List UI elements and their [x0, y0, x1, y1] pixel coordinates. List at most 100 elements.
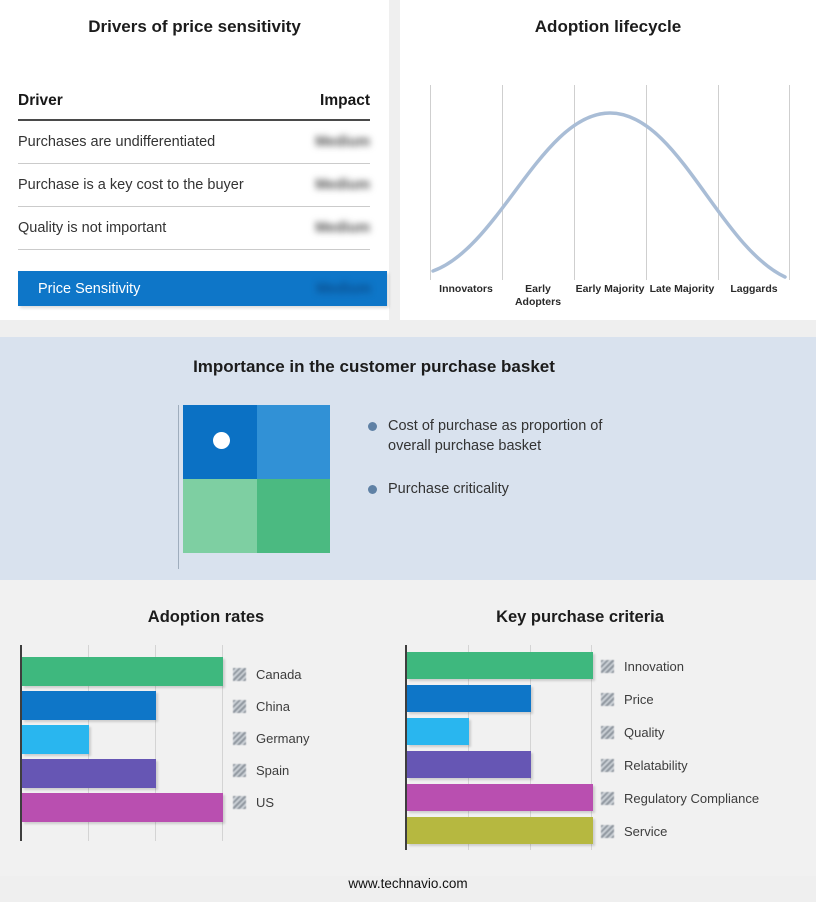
legend-item: US: [233, 786, 309, 818]
bar-innovation: [407, 652, 593, 679]
adoption-rates-plot: [20, 645, 223, 841]
bar-relatability: [407, 751, 531, 778]
table-row: Purchase is a key cost to the buyer Medi…: [18, 164, 370, 207]
price-sensitivity-label: Price Sensitivity: [38, 280, 141, 297]
gridline: [574, 85, 575, 280]
bar-service: [407, 817, 593, 844]
legend-item: Innovation: [601, 650, 759, 683]
legend-label: China: [256, 698, 290, 714]
lifecycle-chart: Innovators Early Adopters Early Majority…: [430, 85, 790, 310]
bullet-text: Purchase criticality: [388, 481, 509, 498]
legend-swatch-icon: [601, 693, 614, 706]
adoption-rates-legend: Canada China Germany Spain US: [233, 658, 309, 818]
basket-title: Importance in the customer purchase bask…: [193, 357, 555, 376]
bar-quality: [407, 718, 469, 745]
legend-label: Spain: [256, 762, 290, 778]
position-dot: [213, 432, 230, 449]
quadrant-top-left: [183, 405, 257, 479]
price-sensitivity-value-redacted: Medium: [316, 280, 371, 297]
legend-swatch-icon: [601, 660, 614, 673]
legend-label: Price: [624, 692, 654, 707]
bullet-text: Cost of purchase as proportion of overal…: [388, 418, 603, 454]
legend-swatch-icon: [601, 759, 614, 772]
gridline: [155, 645, 156, 841]
gridline: [222, 645, 223, 841]
table-row: Purchases are undifferentiated Medium: [18, 121, 370, 164]
column-header-impact: Impact: [320, 92, 370, 109]
legend-item: Quality: [601, 716, 759, 749]
legend-swatch-icon: [601, 825, 614, 838]
legend-item: Canada: [233, 658, 309, 690]
legend-swatch-icon: [601, 792, 614, 805]
legend-item: Service: [601, 815, 759, 848]
key-criteria-plot: [405, 645, 593, 850]
legend-label: Regulatory Compliance: [624, 791, 760, 806]
bar-us: [22, 793, 223, 822]
gridline: [718, 85, 719, 280]
lifecycle-panel: Adoption lifecycle Innovators Early Adop…: [400, 0, 816, 320]
quadrant-top-right: [256, 405, 330, 479]
legend-item: Relatability: [601, 749, 759, 782]
impact-value-redacted: Medium: [315, 134, 370, 150]
stage-label: Early Majority: [575, 283, 645, 295]
lifecycle-curve: [431, 111, 787, 279]
purchase-basket-section: Importance in the customer purchase bask…: [0, 337, 816, 580]
legend-swatch-icon: [601, 726, 614, 739]
list-item: Cost of purchase as proportion of overal…: [368, 417, 640, 456]
legend-item: Price: [601, 683, 759, 716]
bottom-charts-section: Adoption rates Key purchase criteria Can…: [0, 580, 816, 876]
drivers-title: Drivers of price sensitivity: [88, 17, 301, 36]
legend-swatch-icon: [233, 667, 246, 681]
stage-label: Laggards: [730, 283, 778, 295]
legend-item: China: [233, 690, 309, 722]
drivers-panel: Drivers of price sensitivity Driver Impa…: [0, 0, 389, 320]
quadrant-grid: [183, 405, 330, 553]
impact-value-redacted: Medium: [315, 220, 370, 236]
driver-label: Purchases are undifferentiated: [18, 134, 216, 150]
gridline: [502, 85, 503, 280]
legend-label: Relatability: [624, 758, 688, 773]
legend-swatch-icon: [233, 795, 246, 809]
quadrant-bottom-left: [183, 479, 257, 553]
lifecycle-title: Adoption lifecycle: [534, 17, 682, 36]
key-criteria-title: Key purchase criteria: [496, 608, 664, 626]
quadrant-axis-line: [178, 405, 179, 569]
drivers-table: Driver Impact Purchases are undifferenti…: [18, 88, 370, 250]
impact-value-redacted: Medium: [315, 177, 370, 193]
bar-china: [22, 691, 156, 720]
gridline: [591, 645, 592, 850]
lifecycle-stage-labels: Innovators Early Adopters Early Majority…: [430, 283, 790, 308]
legend-swatch-icon: [233, 699, 246, 713]
stage-label: Innovators: [439, 283, 493, 295]
legend-swatch-icon: [233, 731, 246, 745]
legend-item: Germany: [233, 722, 309, 754]
bar-canada: [22, 657, 223, 686]
legend-label: US: [256, 794, 275, 810]
bullet-icon: [368, 485, 377, 495]
bar-regulatory-compliance: [407, 784, 593, 811]
legend-item: Regulatory Compliance: [601, 782, 759, 815]
driver-label: Quality is not important: [18, 220, 167, 236]
gridline: [468, 645, 469, 850]
bar-germany: [22, 725, 89, 754]
basket-bullet-list: Cost of purchase as proportion of overal…: [368, 417, 640, 524]
gridline: [646, 85, 647, 280]
bar-spain: [22, 759, 156, 788]
gridline: [430, 85, 431, 280]
footer-url: www.technavio.com: [348, 876, 468, 891]
quadrant-bottom-right: [256, 479, 330, 553]
price-sensitivity-summary-row: Price Sensitivity Medium: [18, 271, 387, 306]
bell-curve-svg: [431, 111, 787, 279]
drivers-table-header: Driver Impact: [18, 88, 370, 121]
driver-label: Purchase is a key cost to the buyer: [18, 177, 244, 193]
gridline: [530, 645, 531, 850]
table-row: Quality is not important Medium: [18, 207, 370, 250]
gridline: [789, 85, 790, 280]
bullet-icon: [368, 422, 377, 431]
legend-label: Innovation: [624, 659, 684, 674]
legend-label: Service: [624, 824, 668, 839]
legend-item: Spain: [233, 754, 309, 786]
stage-label: Early Adopters: [514, 283, 562, 308]
legend-label: Germany: [256, 730, 310, 746]
column-header-driver: Driver: [18, 92, 63, 109]
